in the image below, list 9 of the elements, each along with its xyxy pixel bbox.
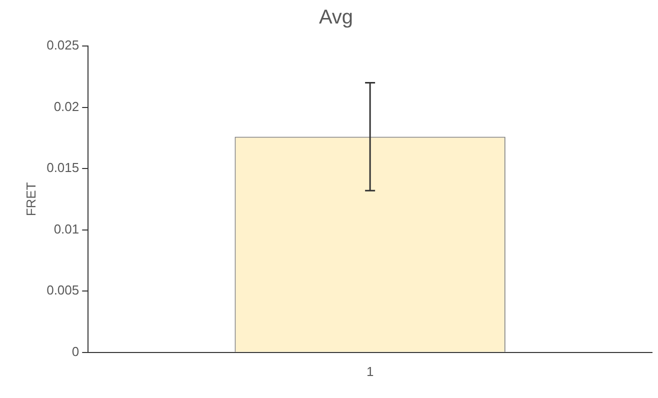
y-tick-label: 0.015	[46, 160, 80, 176]
y-tick-label: 0.025	[46, 38, 80, 53]
y-axis-title: FRET	[23, 182, 38, 216]
y-tick-label: 0.01	[54, 221, 80, 236]
y-tick-label: 0.02	[54, 98, 80, 114]
y-tick-label: 0	[72, 344, 80, 359]
chart-title: Avg	[318, 6, 354, 29]
x-tick-label: 1	[366, 364, 374, 379]
y-tick-label: 0.005	[46, 282, 80, 298]
